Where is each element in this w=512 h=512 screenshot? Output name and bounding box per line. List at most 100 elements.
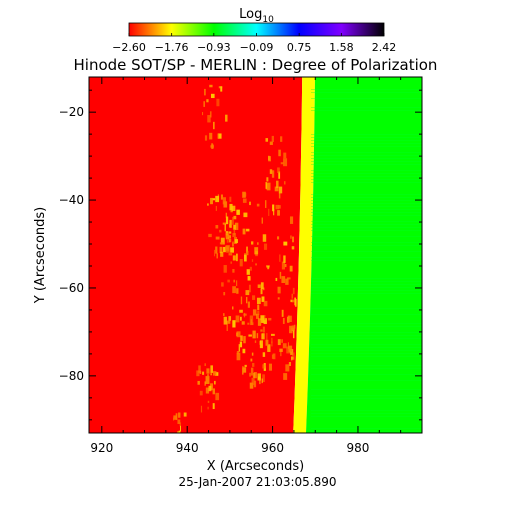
bright-patch: [212, 198, 216, 201]
bright-patch: [257, 284, 261, 288]
colorbar-tick-label: 0.75: [287, 41, 312, 54]
x-tick-label: 980: [347, 441, 370, 455]
bright-patch: [292, 236, 295, 243]
colorbar-tick-label: 1.58: [329, 41, 354, 54]
bright-patch: [243, 212, 248, 218]
bright-patch: [239, 341, 243, 348]
bright-patch: [183, 412, 187, 417]
bright-patch: [251, 241, 254, 245]
bright-patch: [205, 387, 210, 394]
bright-patch: [233, 215, 237, 220]
bright-patch: [206, 368, 210, 374]
bright-patch: [245, 290, 250, 296]
bright-patch: [236, 352, 241, 361]
scan-streak: [311, 182, 422, 183]
bright-patch: [265, 339, 269, 346]
bright-patch: [223, 246, 226, 253]
bright-patch: [257, 373, 261, 381]
bright-patch: [215, 246, 218, 254]
bright-patch: [276, 180, 279, 188]
colorbar: Log10 −2.60 −1.76 −0.93 −0.09 0.75 1.58 2.42: [112, 7, 396, 54]
bright-patch: [243, 312, 246, 318]
bright-patch: [249, 372, 251, 377]
bright-patch: [232, 255, 236, 261]
scan-streak: [311, 338, 422, 339]
bright-patch: [268, 363, 272, 371]
bright-patch: [204, 381, 206, 386]
bright-patch: [220, 86, 223, 92]
bright-patch: [262, 326, 265, 333]
bright-patch: [240, 296, 243, 305]
x-tick-label: 940: [176, 441, 199, 455]
bright-patch: [263, 318, 267, 325]
bright-patch: [278, 192, 281, 199]
bright-patch: [265, 138, 269, 142]
bright-patch: [232, 306, 234, 310]
bright-patch: [259, 380, 261, 385]
bright-patch: [262, 374, 265, 383]
bright-patch: [260, 315, 265, 323]
bright-patch: [249, 201, 251, 206]
bright-patch: [217, 133, 222, 139]
bright-patch: [229, 196, 232, 202]
bright-patch: [242, 198, 247, 203]
bright-patch: [287, 342, 289, 349]
bright-patch: [242, 367, 247, 373]
scan-streak: [311, 281, 422, 282]
bright-patch: [281, 261, 285, 270]
bright-patch: [260, 329, 263, 332]
scan-streak: [311, 155, 422, 156]
scan-streak: [311, 200, 422, 201]
bright-patch: [173, 415, 178, 420]
bright-patch: [280, 162, 284, 165]
bright-patch: [285, 364, 290, 372]
scan-streak: [311, 410, 422, 411]
bright-patch: [223, 265, 227, 273]
scan-streak: [311, 89, 422, 90]
scan-streak: [311, 350, 422, 351]
scan-streak: [311, 134, 422, 135]
scan-streak: [311, 146, 422, 147]
bright-patch: [223, 313, 225, 316]
bright-patch: [254, 247, 259, 255]
bright-patch: [196, 370, 200, 377]
bright-patch: [279, 254, 281, 262]
bright-patch: [234, 239, 238, 244]
observation-timestamp: 25-Jan-2007 21:03:05.890: [178, 475, 336, 489]
colorbar-title: Log10: [239, 7, 274, 25]
bright-patch: [281, 309, 284, 317]
bright-patch: [261, 217, 263, 224]
bright-patch: [236, 209, 240, 215]
bright-patch: [239, 258, 243, 267]
bright-patch: [209, 111, 212, 118]
bright-patch: [207, 406, 209, 410]
scan-streak: [311, 107, 422, 108]
scan-streak: [311, 230, 422, 231]
scan-streak: [311, 245, 422, 246]
bright-patch: [277, 286, 281, 294]
x-axis-label: X (Arcseconds): [207, 459, 304, 474]
bright-patch: [215, 195, 220, 203]
bright-patch: [225, 212, 228, 218]
scan-streak: [311, 314, 422, 315]
bright-patch: [262, 364, 266, 369]
bright-patch: [252, 309, 257, 316]
bright-patch: [280, 351, 282, 357]
bright-patch: [262, 352, 266, 357]
bright-patch: [222, 197, 226, 205]
bright-patch: [233, 224, 236, 230]
bright-patch: [209, 132, 213, 140]
bright-patch: [236, 253, 238, 262]
scan-streak: [311, 332, 422, 333]
bright-patch: [271, 337, 273, 343]
bright-patch: [274, 186, 279, 192]
bright-patch: [175, 413, 178, 420]
bright-patch: [216, 253, 218, 259]
scan-streak: [311, 335, 422, 336]
bright-patch: [242, 365, 244, 374]
bright-patch: [262, 287, 265, 291]
bright-patch: [210, 373, 212, 376]
bright-patch: [173, 417, 175, 421]
bright-patch: [266, 265, 270, 268]
